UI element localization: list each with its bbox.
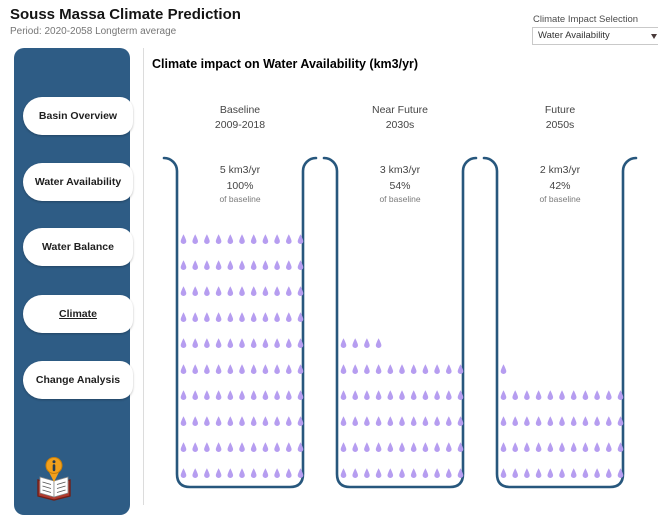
info-book-button[interactable] (34, 456, 74, 502)
value-amount: 2 km3/yr (539, 164, 581, 176)
value-label-near-future: 3 km3/yr 54% of baseline (337, 162, 463, 205)
chevron-down-icon (651, 34, 657, 39)
column-period: 2009-2018 (214, 119, 266, 131)
value-note: of baseline (379, 194, 421, 204)
sidebar-item-water-balance[interactable]: Water Balance (23, 228, 133, 266)
info-pin-icon (45, 457, 63, 482)
beaker-near-future (322, 156, 478, 490)
beaker-baseline (162, 156, 318, 490)
column-name: Near Future (371, 104, 429, 116)
value-note: of baseline (539, 194, 581, 204)
dropdown-value: Water Availability (538, 30, 610, 41)
column-header-future: Future 2050s (497, 103, 623, 133)
column-header-baseline: Baseline 2009-2018 (177, 103, 303, 133)
beaker-outline (322, 156, 478, 489)
column-period: 2050s (545, 119, 575, 131)
sidebar-item-label: Basin Overview (38, 110, 118, 122)
sidebar-item-label: Water Availability (34, 176, 122, 188)
book-info-icon (37, 457, 71, 501)
sidebar-item-climate[interactable]: Climate (23, 295, 133, 333)
value-note: of baseline (219, 194, 261, 204)
beaker-outline (482, 156, 638, 489)
value-amount: 5 km3/yr (219, 164, 261, 176)
open-book-icon (37, 476, 71, 501)
sidebar: Basin Overview Water Availability Water … (14, 48, 133, 515)
value-percent: 42% (549, 180, 571, 192)
beaker-outline (162, 156, 318, 489)
page-subtitle: Period: 2020-2058 Longterm average (10, 26, 177, 37)
value-amount: 3 km3/yr (379, 164, 421, 176)
droplet-grid (180, 234, 304, 478)
column-name: Future (544, 104, 576, 116)
beaker-future (482, 156, 638, 490)
column-name: Baseline (219, 104, 261, 116)
droplet-grid (500, 364, 624, 478)
sidebar-item-label: Change Analysis (35, 374, 121, 386)
sidebar-item-water-availability[interactable]: Water Availability (23, 163, 133, 201)
droplet-grid (340, 338, 464, 478)
sidebar-item-label: Water Balance (42, 241, 114, 253)
chart-title: Climate impact on Water Availability (km… (152, 57, 419, 71)
value-label-baseline: 5 km3/yr 100% of baseline (177, 162, 303, 205)
value-percent: 54% (389, 180, 411, 192)
page-title: Souss Massa Climate Prediction (10, 6, 241, 23)
sidebar-item-change-analysis[interactable]: Change Analysis (23, 361, 133, 399)
climate-impact-selector-label: Climate Impact Selection (533, 14, 639, 25)
value-label-future: 2 km3/yr 42% of baseline (497, 162, 623, 205)
sidebar-item-basin-overview[interactable]: Basin Overview (23, 97, 133, 135)
climate-impact-dropdown[interactable]: Water Availability (532, 27, 658, 45)
sidebar-item-label: Climate (59, 308, 97, 320)
value-percent: 100% (226, 180, 254, 192)
column-header-near-future: Near Future 2030s (337, 103, 463, 133)
main-panel-divider (143, 48, 144, 505)
column-period: 2030s (385, 119, 415, 131)
